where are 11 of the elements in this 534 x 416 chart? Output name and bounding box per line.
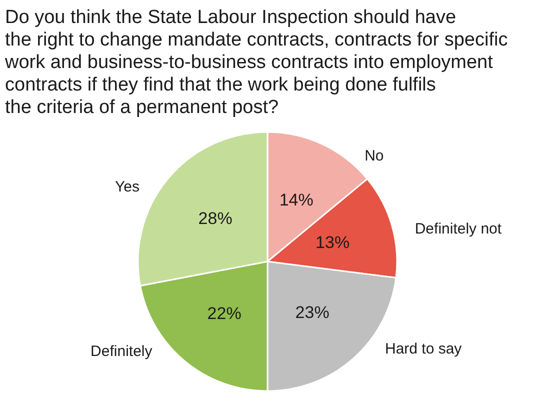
slice-label: Hard to say — [384, 340, 462, 358]
data-label: 28% — [198, 208, 232, 228]
slice-label: No — [364, 147, 384, 164]
slice-label: Yes — [114, 178, 140, 196]
slice-label: Definitely — [90, 342, 153, 360]
data-label: 22% — [207, 304, 242, 324]
data-label: 13% — [316, 233, 350, 252]
data-label: 14% — [279, 190, 314, 210]
slice-label: Definitely not — [414, 220, 502, 238]
data-label: 23% — [295, 302, 330, 322]
chart-title: Do you think the State Labour Inspection should have the right to change mandate contracts, contracts for specific work and business-to-business contracts into employment contracts if they find that the work being done fulfils the criteria of a permanent post? — [4, 6, 508, 118]
